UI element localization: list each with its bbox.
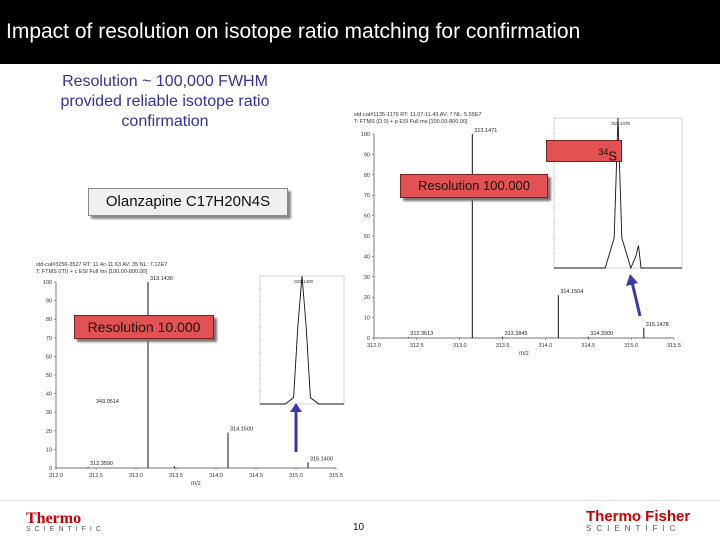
x-tick-label: 313.5 <box>496 343 510 349</box>
spectrum-header-line: std-cal#1135-1176 RT: 11.07-11.43 AV: 7 … <box>354 112 482 118</box>
callout-resolution-100000: Resolution 100.000 <box>400 174 548 198</box>
peak-label: 312.3590 <box>90 461 113 467</box>
y-tick-label: 10 <box>364 316 370 322</box>
page-number: 10 <box>353 522 365 533</box>
thermo-logo: Thermo <box>26 510 82 527</box>
high-resolution-spectrum: std-cal#1135-1176 RT: 11.07-11.43 AV: 7 … <box>354 112 681 357</box>
subtitle-line-2: provided reliable isotope ratio <box>60 93 270 110</box>
spectrum-header-line: std-cal#3256-3527 RT: 11.4c-11.63 AV: 35… <box>36 262 167 268</box>
x-tick-label: 312.0 <box>49 473 63 479</box>
inset-peak-label: 315.1478 <box>611 121 630 126</box>
y-tick-label: 20 <box>46 429 52 435</box>
x-tick-label: 314.5 <box>581 343 595 349</box>
spectrum-header-line: T: FTMS (ITI) + c ESI Full ms [100.00-80… <box>36 269 148 275</box>
y-tick-label: 80 <box>364 173 370 179</box>
slide-title: Impact of resolution on isotope ratio ma… <box>6 20 581 43</box>
y-tick-label: 0 <box>367 336 370 342</box>
x-tick-label: 315.5 <box>329 473 343 479</box>
x-tick-label: 314.5 <box>249 473 263 479</box>
inset-frame <box>259 275 345 405</box>
y-tick-label: 70 <box>46 336 52 342</box>
arrow-high <box>626 274 642 317</box>
y-tick-label: 50 <box>46 373 52 379</box>
callout-34s: 34S <box>546 140 622 164</box>
y-tick-label: 40 <box>364 254 370 260</box>
x-tick-label: 313.0 <box>129 473 143 479</box>
callout-resolution-10000: Resolution 10.000 <box>74 315 214 339</box>
x-axis-label: m/z <box>519 351 529 357</box>
inset-profile <box>554 117 682 270</box>
thermofisher-logo: Thermo Fisher <box>586 508 691 525</box>
x-tick-label: 312.5 <box>410 343 424 349</box>
peak-label: 313.1436 <box>150 276 173 282</box>
thermo-logo-sub: SCIENTIFIC <box>26 526 105 533</box>
peak-label: 315.1400 <box>310 456 333 462</box>
y-tick-label: 90 <box>364 152 370 158</box>
y-tick-label: 100 <box>43 280 52 286</box>
peak-label: 314.3300 <box>590 331 613 337</box>
x-tick-label: 315.5 <box>667 343 681 349</box>
x-tick-label: 314.0 <box>209 473 223 479</box>
peak-label: 315.1478 <box>646 322 669 328</box>
isotope-mass-number: 34 <box>598 147 609 157</box>
y-tick-label: 50 <box>364 234 370 240</box>
arrow-low <box>290 403 302 452</box>
peak-label: 313.3845 <box>505 331 528 337</box>
y-tick-label: 60 <box>364 214 370 220</box>
peak-label: 314.1500 <box>230 427 253 433</box>
peak-label: 312.3613 <box>410 331 433 337</box>
x-tick-label: 315.0 <box>289 473 303 479</box>
inset-peak-label: 315.1400 <box>294 279 313 284</box>
title-bar <box>0 0 720 64</box>
conclusion-text: Resolution ~ 100,000 FWHM provided relia… <box>30 72 300 132</box>
peak-label: 314.1504 <box>560 289 583 295</box>
x-axis-label: m/z <box>191 481 201 487</box>
x-tick-label: 313.0 <box>453 343 467 349</box>
subtitle-line-1: Resolution ~ 100,000 FWHM <box>62 73 268 90</box>
y-tick-label: 100 <box>361 132 370 138</box>
y-tick-label: 0 <box>49 466 52 472</box>
subtitle-line-3: confirmation <box>121 113 209 130</box>
footer-rule <box>0 500 720 501</box>
spectrum-header-line: T: FTMS (D.0) + p ESI Full ms [100.00-80… <box>354 119 468 125</box>
peak-label: 313.1471 <box>474 128 497 134</box>
x-tick-label: 312.5 <box>89 473 103 479</box>
inset-profile <box>260 275 344 405</box>
y-tick-label: 70 <box>364 193 370 199</box>
low-resolution-spectrum: std-cal#3256-3527 RT: 11.4c-11.63 AV: 35… <box>36 262 343 487</box>
peak-annotation: 343.0514 <box>96 399 119 405</box>
x-tick-label: 315.0 <box>624 343 638 349</box>
thermofisher-logo-sub: SCIENTIFIC <box>586 524 681 533</box>
compound-label: Olanzapine C17H20N4S <box>88 188 288 216</box>
y-tick-label: 20 <box>364 295 370 301</box>
x-tick-label: 314.0 <box>539 343 553 349</box>
y-tick-label: 30 <box>46 410 52 416</box>
low-resolution-inset: 315.1400 <box>259 275 345 405</box>
y-tick-label: 90 <box>46 299 52 305</box>
y-tick-label: 60 <box>46 354 52 360</box>
x-tick-label: 313.5 <box>169 473 183 479</box>
y-tick-label: 30 <box>364 275 370 281</box>
y-tick-label: 10 <box>46 447 52 453</box>
x-tick-label: 312.0 <box>367 343 381 349</box>
isotope-element: S <box>608 148 617 164</box>
y-tick-label: 40 <box>46 392 52 398</box>
y-tick-label: 80 <box>46 317 52 323</box>
